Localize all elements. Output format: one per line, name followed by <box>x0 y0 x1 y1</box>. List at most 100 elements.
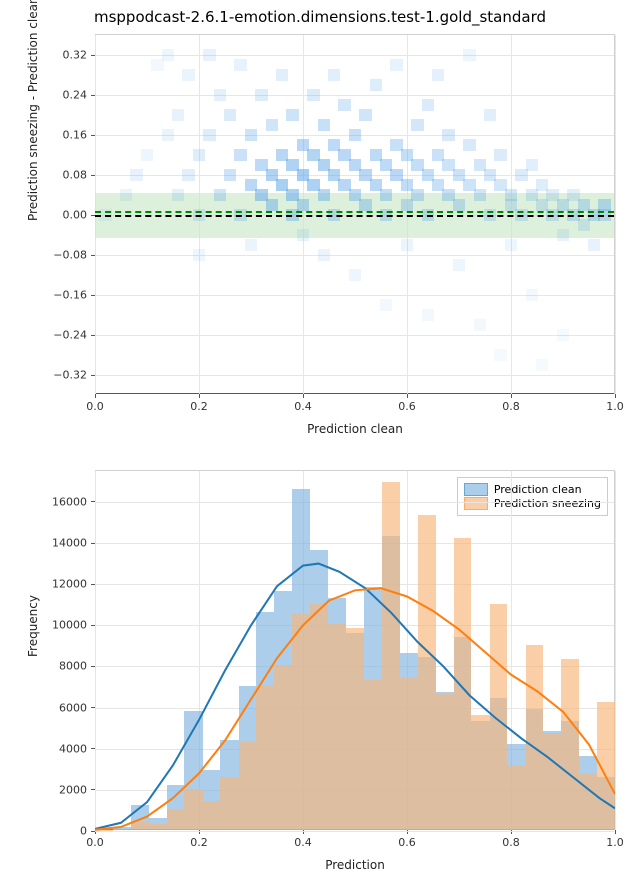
ytick-label: 2000 <box>59 783 87 796</box>
heatmap-cell <box>255 89 267 101</box>
heatmap-cell <box>172 109 184 121</box>
heatmap-cell <box>422 309 434 321</box>
heatmap-cell <box>318 249 330 261</box>
top-panel: 0.00.20.40.60.81.0−0.32−0.24−0.16−0.080.… <box>95 34 615 394</box>
zero-line <box>95 215 614 217</box>
hist-bar <box>454 538 472 830</box>
heatmap-cell <box>234 149 246 161</box>
hist-bar <box>436 694 454 830</box>
heatmap-cell <box>463 139 475 151</box>
bottom-ylabel: Frequency <box>26 641 40 657</box>
heatmap-cell <box>588 239 600 251</box>
heatmap-cell <box>380 299 392 311</box>
xtick-label: 0.6 <box>398 836 416 849</box>
heatmap-cell <box>442 129 454 141</box>
heatmap-cell <box>318 119 330 131</box>
heatmap-cell <box>349 269 361 281</box>
ytick-label: 10000 <box>52 619 87 632</box>
xtick-label: 1.0 <box>606 836 624 849</box>
heatmap-cell <box>224 109 236 121</box>
xtick-label: 0.8 <box>502 400 520 413</box>
hist-bar <box>543 733 561 830</box>
mean-line <box>95 211 614 213</box>
heatmap-cell <box>432 69 444 81</box>
heatmap-cell <box>380 189 392 201</box>
heatmap-cell <box>214 189 226 201</box>
ytick-label: 0.00 <box>63 209 88 222</box>
heatmap-cell <box>318 189 330 201</box>
heatmap-cell <box>276 69 288 81</box>
legend-swatch <box>464 497 488 510</box>
heatmap-cell <box>494 349 506 361</box>
heatmap-cell <box>245 129 257 141</box>
hist-bar <box>239 742 257 830</box>
xtick-label: 0.4 <box>294 400 312 413</box>
hist-bar <box>274 665 292 830</box>
hist-bar <box>328 624 346 830</box>
ytick-label: 0.08 <box>63 169 88 182</box>
bottom-panel: Prediction cleanPrediction sneezing 0.00… <box>95 470 615 830</box>
legend-label: Prediction clean <box>494 483 582 496</box>
legend-item: Prediction clean <box>464 483 601 496</box>
ytick-label: −0.16 <box>53 289 87 302</box>
ytick-label: 14000 <box>52 537 87 550</box>
heatmap-cell <box>120 189 132 201</box>
legend-label: Prediction sneezing <box>494 497 601 510</box>
ytick-label: 0.24 <box>63 89 88 102</box>
ytick-label: −0.08 <box>53 249 87 262</box>
heatmap-cell <box>463 49 475 61</box>
heatmap-cell <box>474 189 486 201</box>
ytick-label: 12000 <box>52 578 87 591</box>
ytick-label: −0.32 <box>53 369 87 382</box>
heatmap-cell <box>203 129 215 141</box>
hist-bar <box>131 822 149 830</box>
heatmap-cell <box>359 109 371 121</box>
top-ylabel: Prediction sneezing - Prediction clean <box>26 205 40 221</box>
heatmap-cell <box>557 229 569 241</box>
heatmap-cell <box>245 239 257 251</box>
xtick-label: 0.2 <box>190 836 208 849</box>
hist-bar <box>149 824 167 830</box>
heatmap-cell <box>307 89 319 101</box>
ytick-label: 0.32 <box>63 49 88 62</box>
heatmap-cell <box>130 169 142 181</box>
heatmap-cell <box>172 189 184 201</box>
heatmap-cell <box>297 199 309 211</box>
ytick-label: −0.24 <box>53 329 87 342</box>
heatmap-cell <box>162 49 174 61</box>
heatmap-cell <box>526 159 538 171</box>
hist-bar <box>382 482 400 830</box>
hist-bar <box>471 715 489 830</box>
heatmap-cell <box>474 319 486 331</box>
heatmap-cell <box>141 149 153 161</box>
hist-bar <box>364 680 382 830</box>
ytick-label: 4000 <box>59 742 87 755</box>
hist-bar <box>579 774 597 830</box>
x-axis <box>95 393 614 394</box>
heatmap-cell <box>193 249 205 261</box>
legend: Prediction cleanPrediction sneezing <box>457 477 608 516</box>
heatmap-cell <box>203 49 215 61</box>
heatmap-cell <box>536 359 548 371</box>
ytick-label: 0 <box>80 825 87 838</box>
xtick-label: 0.2 <box>190 400 208 413</box>
heatmap-cell <box>224 169 236 181</box>
xtick-label: 0.0 <box>86 836 104 849</box>
xtick-label: 1.0 <box>606 400 624 413</box>
hist-bar <box>203 801 221 830</box>
hist-bar <box>597 702 615 830</box>
legend-item: Prediction sneezing <box>464 497 601 510</box>
heatmap-cell <box>505 239 517 251</box>
heatmap-cell <box>349 129 361 141</box>
hist-bar <box>346 628 364 830</box>
heatmap-cell <box>193 149 205 161</box>
ytick-label: 16000 <box>52 495 87 508</box>
heatmap-cell <box>370 79 382 91</box>
heatmap-cell <box>266 119 278 131</box>
heatmap-cell <box>401 239 413 251</box>
ytick-label: 6000 <box>59 701 87 714</box>
hist-bar <box>292 614 310 830</box>
hist-bar <box>167 809 185 830</box>
hist-bar <box>418 515 436 830</box>
heatmap-cell <box>182 69 194 81</box>
